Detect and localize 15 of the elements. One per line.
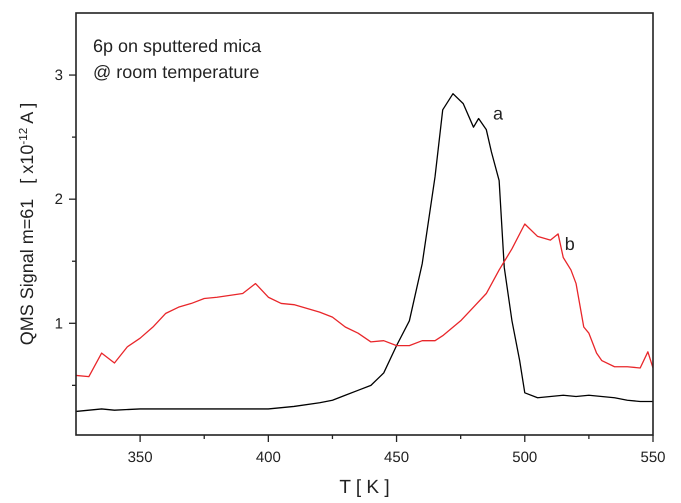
- y-tick-label: 3: [54, 67, 63, 84]
- x-tick-label: 500: [512, 449, 538, 466]
- line-series: [75, 93, 654, 412]
- series-label: b: [564, 234, 575, 254]
- y-tick-label: 1: [54, 315, 63, 332]
- annotation: @ room temperature: [93, 62, 260, 82]
- x-tick-label: 400: [256, 449, 281, 466]
- x-tick-label: 350: [128, 449, 153, 466]
- x-axis-title: T [ K ]: [339, 477, 390, 498]
- x-tick-label: 550: [640, 449, 666, 466]
- x-tick-label: 450: [384, 449, 410, 466]
- annotation: 6p on sputtered mica: [93, 36, 262, 56]
- line-series: [75, 223, 654, 378]
- series-label: a: [492, 104, 504, 124]
- y-tick-label: 2: [54, 191, 63, 208]
